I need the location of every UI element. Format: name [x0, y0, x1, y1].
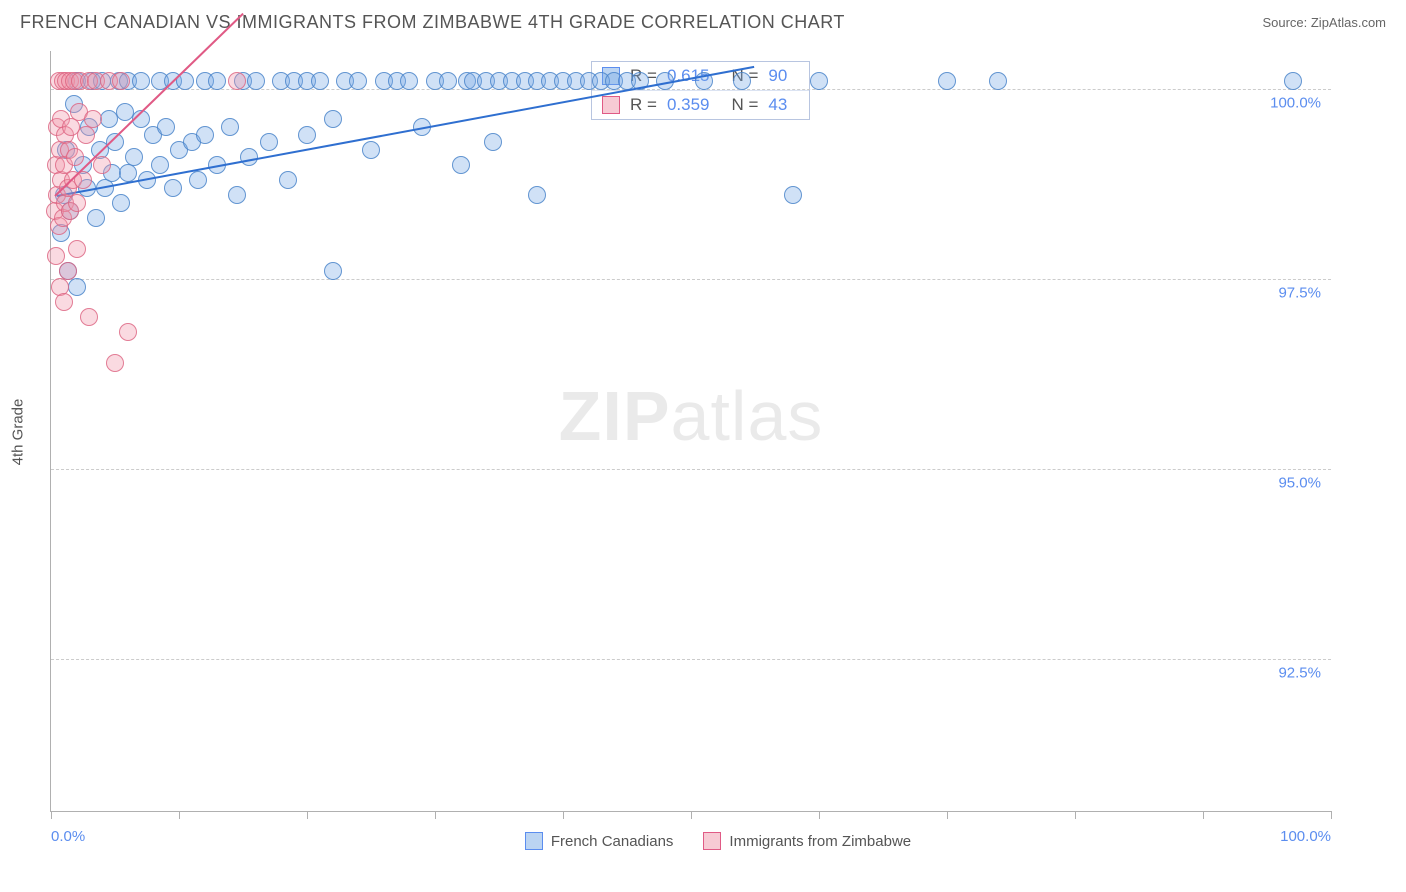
data-point — [112, 72, 130, 90]
data-point — [189, 171, 207, 189]
y-tick-label: 100.0% — [1268, 95, 1323, 112]
x-tick — [691, 811, 692, 819]
data-point — [228, 72, 246, 90]
data-point — [68, 194, 86, 212]
data-point — [452, 156, 470, 174]
data-point — [1284, 72, 1302, 90]
data-point — [298, 126, 316, 144]
r-value-pink: 0.359 — [667, 95, 722, 115]
gridline — [51, 279, 1331, 280]
legend-item-blue: French Canadians — [525, 832, 674, 850]
x-tick — [307, 811, 308, 819]
x-tick — [1331, 811, 1332, 819]
y-tick-label: 95.0% — [1276, 475, 1323, 492]
data-point — [59, 262, 77, 280]
plot-area: ZIPatlas R = 0.615 N = 90 R = 0.359 N = … — [50, 51, 1331, 812]
data-point — [528, 186, 546, 204]
data-point — [151, 156, 169, 174]
gridline — [51, 469, 1331, 470]
chart-header: FRENCH CANADIAN VS IMMIGRANTS FROM ZIMBA… — [0, 0, 1406, 41]
legend: French Canadians Immigrants from Zimbabw… — [50, 832, 1386, 850]
y-tick-label: 97.5% — [1276, 285, 1323, 302]
y-axis-title: 4th Grade — [10, 398, 27, 465]
data-point — [164, 179, 182, 197]
legend-swatch-blue-icon — [525, 832, 543, 850]
watermark: ZIPatlas — [559, 376, 824, 456]
source-label: Source: ZipAtlas.com — [1262, 15, 1386, 30]
data-point — [228, 186, 246, 204]
data-point — [132, 72, 150, 90]
x-tick — [179, 811, 180, 819]
data-point — [112, 194, 130, 212]
x-tick — [1203, 811, 1204, 819]
data-point — [119, 323, 137, 341]
data-point — [80, 308, 98, 326]
x-tick — [819, 811, 820, 819]
data-point — [196, 126, 214, 144]
data-point — [484, 133, 502, 151]
data-point — [784, 186, 802, 204]
data-point — [324, 110, 342, 128]
chart-container: 4th Grade ZIPatlas R = 0.615 N = 90 R = … — [50, 51, 1386, 812]
data-point — [810, 72, 828, 90]
legend-item-pink: Immigrants from Zimbabwe — [703, 832, 911, 850]
x-tick — [1075, 811, 1076, 819]
data-point — [260, 133, 278, 151]
data-point — [93, 156, 111, 174]
data-point — [68, 278, 86, 296]
n-value-pink: 43 — [768, 95, 799, 115]
chart-title: FRENCH CANADIAN VS IMMIGRANTS FROM ZIMBA… — [20, 12, 845, 33]
data-point — [84, 110, 102, 128]
stats-row-pink: R = 0.359 N = 43 — [592, 90, 809, 119]
data-point — [247, 72, 265, 90]
data-point — [100, 110, 118, 128]
data-point — [68, 240, 86, 258]
data-point — [733, 72, 751, 90]
data-point — [400, 72, 418, 90]
y-tick-label: 92.5% — [1276, 665, 1323, 682]
data-point — [362, 141, 380, 159]
data-point — [66, 148, 84, 166]
data-point — [349, 72, 367, 90]
x-tick — [435, 811, 436, 819]
legend-label-pink: Immigrants from Zimbabwe — [729, 833, 911, 850]
data-point — [208, 72, 226, 90]
data-point — [989, 72, 1007, 90]
swatch-pink-icon — [602, 96, 620, 114]
data-point — [324, 262, 342, 280]
legend-swatch-pink-icon — [703, 832, 721, 850]
x-tick — [51, 811, 52, 819]
data-point — [279, 171, 297, 189]
data-point — [125, 148, 143, 166]
data-point — [87, 209, 105, 227]
x-tick — [563, 811, 564, 819]
n-value-blue: 90 — [768, 66, 799, 86]
data-point — [311, 72, 329, 90]
data-point — [938, 72, 956, 90]
legend-label-blue: French Canadians — [551, 833, 674, 850]
data-point — [106, 354, 124, 372]
gridline — [51, 659, 1331, 660]
data-point — [439, 72, 457, 90]
data-point — [221, 118, 239, 136]
x-tick — [947, 811, 948, 819]
data-point — [55, 293, 73, 311]
data-point — [157, 118, 175, 136]
